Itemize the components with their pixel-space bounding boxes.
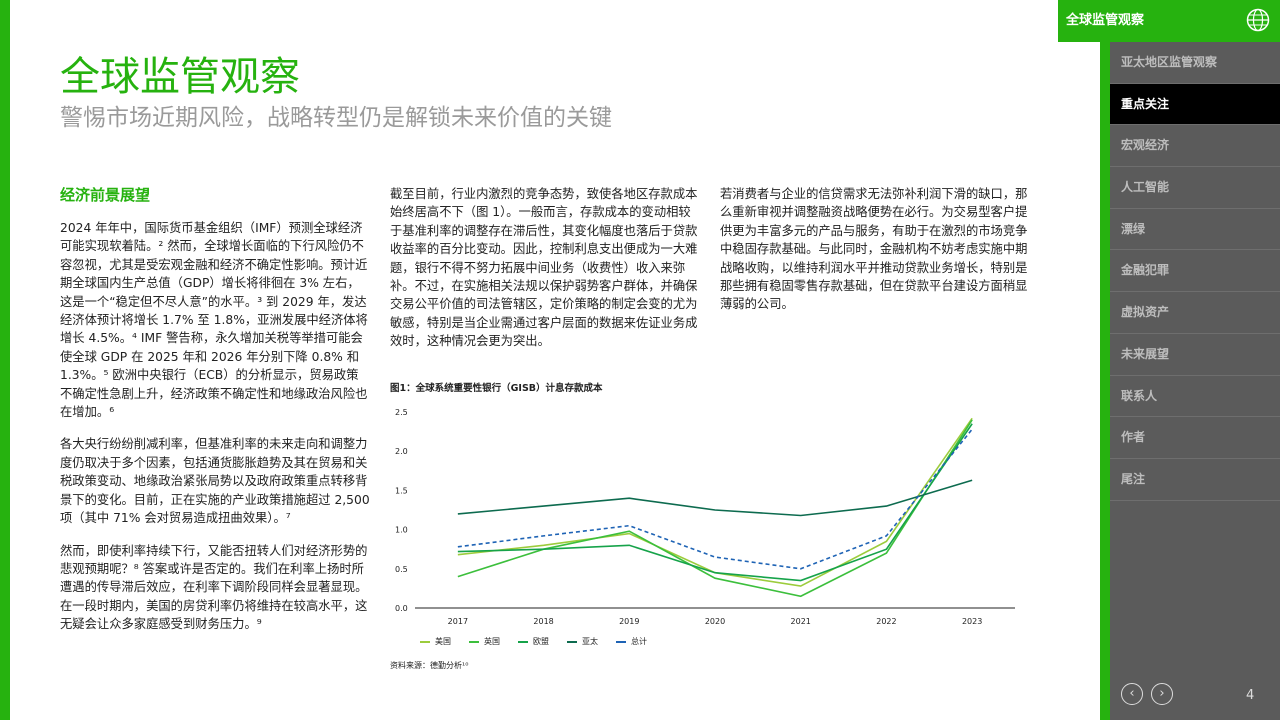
sidebar-item-contacts[interactable]: 联系人 — [1110, 376, 1280, 418]
sidebar-item-asia-pacific[interactable]: 亚太地区监管观察 — [1110, 42, 1280, 84]
y-tick-label: 2.0 — [395, 447, 408, 456]
page-subtitle: 警惕市场近期风险，战略转型仍是解锁未来价值的关键 — [60, 105, 612, 131]
text-column-3: 若消费者与企业的信贷需求无法弥补利润下滑的缺口，那么重新审视并调整融资战略便势在… — [720, 185, 1032, 328]
sidebar-accent-bar — [1100, 0, 1110, 720]
sidebar-item-virtual-assets[interactable]: 虚拟资产 — [1110, 292, 1280, 334]
x-tick-label: 2022 — [876, 617, 896, 626]
legend-item: 亚太 — [567, 636, 598, 647]
paragraph: 截至目前，行业内激烈的竞争态势，致使各地区存款成本始终居高不下（图 1）。一般而… — [390, 187, 698, 349]
x-tick-label: 2021 — [791, 617, 811, 626]
top-section-tab[interactable]: 全球监管观察 — [1058, 0, 1280, 42]
y-tick-label: 0.0 — [395, 604, 408, 613]
left-accent-bar — [0, 0, 10, 720]
legend-label: 亚太 — [582, 637, 598, 646]
text-column-1: 经济前景展望 2024 年年中，国际货币基金组织（IMF）预测全球经济可能实现软… — [60, 185, 370, 648]
chart-legend: 美国 英国 欧盟 亚太 总计 — [420, 636, 647, 647]
legend-swatch — [518, 640, 528, 643]
series-line-亚太 — [457, 479, 973, 517]
paragraph: 各大央行纷纷削减利率，但基准利率的未来走向和调整力度仍取决于多个因素，包括通货膨… — [60, 437, 370, 526]
paragraph: 然而，即使利率持续下行，又能否扭转人们对经济形势的悲观预期呢？⁸ 答案或许是否定… — [60, 543, 368, 632]
y-tick-label: 0.5 — [395, 565, 408, 574]
legend-label: 欧盟 — [533, 637, 549, 646]
x-tick-label: 2019 — [619, 617, 639, 626]
legend-swatch — [469, 640, 479, 643]
x-tick-label: 2017 — [448, 617, 468, 626]
next-page-button[interactable]: › — [1151, 683, 1173, 705]
legend-label: 美国 — [435, 637, 451, 646]
x-tick-label: 2018 — [533, 617, 553, 626]
series-line-欧盟 — [457, 423, 973, 582]
legend-label: 英国 — [484, 637, 500, 646]
globe-icon[interactable] — [1246, 8, 1270, 32]
text-column-2: 截至目前，行业内激烈的竞争态势，致使各地区存款成本始终居高不下（图 1）。一般而… — [390, 185, 702, 365]
paragraph: 若消费者与企业的信贷需求无法弥补利润下滑的缺口，那么重新审视并调整融资战略便势在… — [720, 187, 1028, 312]
page-title: 全球监管观察 — [60, 54, 300, 100]
sidebar-item-greenwashing[interactable]: 漂绿 — [1110, 209, 1280, 251]
sidebar-item-outlook[interactable]: 未来展望 — [1110, 334, 1280, 376]
sidebar-nav: 亚太地区监管观察 重点关注 宏观经济 人工智能 漂绿 金融犯罪 虚拟资产 未来展… — [1110, 42, 1280, 720]
legend-item: 总计 — [616, 636, 647, 647]
legend-swatch — [420, 640, 430, 643]
sidebar-item-endnotes[interactable]: 尾注 — [1110, 459, 1280, 501]
page-number: 4 — [1246, 688, 1255, 703]
series-line-美国 — [457, 417, 973, 587]
x-tick-label: 2023 — [962, 617, 982, 626]
page-navigation: ‹ › — [1121, 683, 1173, 705]
y-tick-label: 2.5 — [395, 408, 408, 417]
legend-swatch — [616, 640, 626, 643]
legend-swatch — [567, 640, 577, 643]
paragraph: 2024 年年中，国际货币基金组织（IMF）预测全球经济可能实现软着陆。² 然而… — [60, 221, 368, 420]
sidebar-item-macro[interactable]: 宏观经济 — [1110, 125, 1280, 168]
sidebar-item-financial-crime[interactable]: 金融犯罪 — [1110, 250, 1280, 293]
legend-item: 美国 — [420, 636, 451, 647]
x-tick-label: 2020 — [705, 617, 725, 626]
legend-item: 欧盟 — [518, 636, 549, 647]
deposit-cost-line-chart: 0.0 0.5 1.0 1.5 2.0 2.5 2017 2018 2019 2020 2021 20… — [395, 408, 1015, 626]
sidebar-item-ai[interactable]: 人工智能 — [1110, 167, 1280, 209]
sidebar-item-focus[interactable]: 重点关注 — [1110, 83, 1280, 126]
sidebar-item-authors[interactable]: 作者 — [1110, 417, 1280, 459]
y-tick-label: 1.0 — [395, 526, 408, 535]
figure-source: 资料来源：德勤分析¹⁰ — [390, 661, 469, 670]
top-tab-label: 全球监管观察 — [1066, 13, 1145, 28]
series-line-英国 — [457, 419, 973, 598]
legend-label: 总计 — [631, 637, 647, 646]
y-tick-label: 1.5 — [395, 486, 408, 495]
series-line-总计 — [457, 428, 973, 570]
legend-item: 英国 — [469, 636, 500, 647]
section-heading: 经济前景展望 — [60, 186, 151, 204]
figure-title: 图1：全球系统重要性银行（GISB）计息存款成本 — [390, 383, 603, 394]
prev-page-button[interactable]: ‹ — [1121, 683, 1143, 705]
